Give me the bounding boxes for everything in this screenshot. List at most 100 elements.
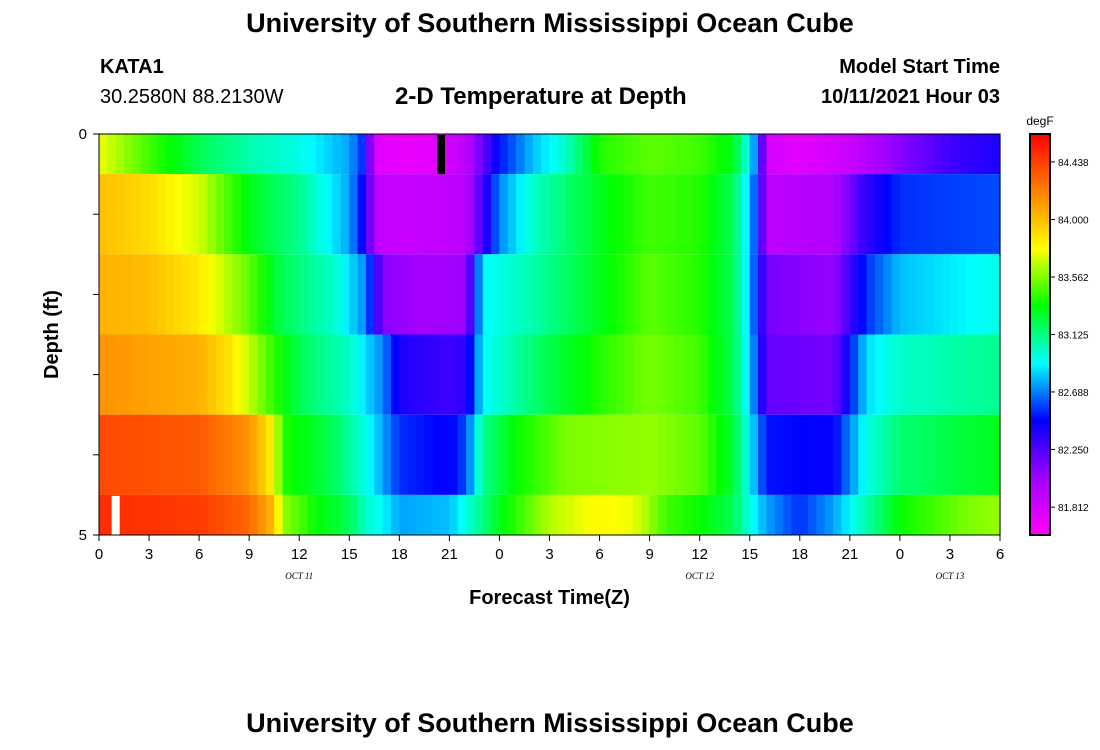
heatmap-cell bbox=[699, 254, 709, 335]
heatmap-cell bbox=[733, 414, 742, 495]
heatmap-cell bbox=[582, 334, 592, 415]
heatmap-cell bbox=[682, 334, 692, 415]
heatmap-cell bbox=[666, 494, 676, 535]
heatmap-cell bbox=[724, 254, 734, 335]
heatmap-cell bbox=[357, 414, 367, 495]
station-coordinates: 30.2580N 88.2130W bbox=[100, 86, 284, 108]
heatmap-cell bbox=[507, 494, 517, 535]
heatmap-cell bbox=[899, 414, 909, 495]
heatmap-cell bbox=[124, 254, 133, 335]
heatmap-cell bbox=[340, 494, 350, 535]
heatmap-cell bbox=[157, 174, 167, 255]
heatmap-cell bbox=[632, 134, 642, 175]
heatmap-cell bbox=[124, 334, 133, 415]
heatmap-cell bbox=[332, 134, 342, 175]
heatmap-cell bbox=[874, 334, 884, 415]
heatmap-cell bbox=[365, 254, 375, 335]
heatmap-cell bbox=[349, 494, 359, 535]
heatmap-cell bbox=[140, 174, 150, 255]
heatmap-cell bbox=[516, 134, 526, 175]
heatmap-cell bbox=[941, 334, 951, 415]
heatmap-cell bbox=[307, 494, 317, 535]
heatmap-cell bbox=[507, 134, 517, 175]
heatmap-cell bbox=[466, 414, 476, 495]
x-tick-label: 6 bbox=[595, 546, 603, 563]
heatmap-cell bbox=[516, 334, 526, 415]
heatmap-cell bbox=[257, 134, 267, 175]
heatmap-cell bbox=[157, 334, 167, 415]
heatmap-cell bbox=[516, 494, 526, 535]
heatmap-cell bbox=[149, 414, 158, 495]
model-start-time: 10/11/2021 Hour 03 bbox=[820, 86, 1000, 108]
heatmap-cell bbox=[491, 254, 501, 335]
model-start-label: Model Start Time bbox=[839, 56, 1000, 78]
heatmap-cell bbox=[791, 254, 801, 335]
heatmap-cell bbox=[749, 494, 759, 535]
heatmap-cell bbox=[799, 414, 809, 495]
heatmap-cell bbox=[182, 134, 192, 175]
heatmap-cell bbox=[532, 174, 542, 255]
heatmap-cell bbox=[833, 254, 843, 335]
heatmap-cell bbox=[682, 414, 692, 495]
heatmap-cell bbox=[741, 254, 751, 335]
heatmap-cell bbox=[290, 414, 300, 495]
heatmap-cell bbox=[582, 414, 592, 495]
heatmap-cell bbox=[407, 174, 417, 255]
station-id: KATA1 bbox=[100, 56, 164, 78]
heatmap-cell bbox=[958, 334, 968, 415]
heatmap-cell bbox=[432, 494, 442, 535]
heatmap-cell bbox=[274, 494, 284, 535]
x-tick-label: 18 bbox=[391, 546, 408, 563]
heatmap-cell bbox=[115, 334, 125, 415]
heatmap-cell bbox=[933, 494, 943, 535]
heatmap-cell bbox=[549, 254, 559, 335]
heatmap-cell bbox=[257, 414, 267, 495]
heatmap-cell bbox=[282, 174, 292, 255]
heatmap-cell bbox=[357, 134, 367, 175]
heatmap-cell bbox=[99, 334, 108, 415]
heatmap-cell bbox=[482, 134, 492, 175]
heatmap-cell bbox=[474, 134, 484, 175]
heatmap-cell bbox=[666, 334, 676, 415]
heatmap-cell bbox=[991, 334, 1001, 415]
heatmap-cell bbox=[858, 414, 868, 495]
heatmap-cell bbox=[766, 174, 776, 255]
heatmap-cell bbox=[499, 414, 509, 495]
heatmap-cell bbox=[808, 174, 818, 255]
heatmap-cell bbox=[749, 134, 759, 175]
heatmap-cell bbox=[340, 334, 350, 415]
heatmap-cell bbox=[524, 414, 534, 495]
heatmap-cell bbox=[541, 134, 551, 175]
heatmap-cell bbox=[958, 494, 968, 535]
heatmap-cell bbox=[574, 334, 584, 415]
heatmap-cell bbox=[282, 414, 292, 495]
heatmap-cell bbox=[315, 334, 325, 415]
heatmap-cell bbox=[724, 174, 734, 255]
footer-title: University of Southern Mississippi Ocean… bbox=[246, 708, 854, 738]
heatmap-cell bbox=[365, 134, 375, 175]
heatmap-cell bbox=[749, 254, 759, 335]
heatmap-cell bbox=[441, 334, 450, 415]
heatmap-cell bbox=[616, 494, 626, 535]
heatmap-cell bbox=[224, 334, 234, 415]
heatmap-cell bbox=[165, 174, 175, 255]
heatmap-cell bbox=[265, 254, 275, 335]
heatmap-cell bbox=[282, 254, 292, 335]
heatmap-cell bbox=[332, 414, 342, 495]
heatmap-cell bbox=[824, 334, 834, 415]
heatmap-cell bbox=[349, 174, 359, 255]
heatmap-cell bbox=[808, 414, 818, 495]
heatmap-cell bbox=[299, 174, 309, 255]
heatmap-cell bbox=[958, 254, 968, 335]
heatmap-cell bbox=[390, 134, 400, 175]
heatmap-cell bbox=[841, 134, 851, 175]
heatmap-cell bbox=[407, 494, 417, 535]
heatmap-cell bbox=[983, 494, 993, 535]
heatmap-cell bbox=[657, 414, 667, 495]
x-tick-label: 0 bbox=[95, 546, 103, 563]
heatmap-cell bbox=[482, 174, 492, 255]
heatmap-cell bbox=[257, 494, 267, 535]
heatmap-cell bbox=[332, 334, 342, 415]
heatmap-cell bbox=[774, 494, 784, 535]
